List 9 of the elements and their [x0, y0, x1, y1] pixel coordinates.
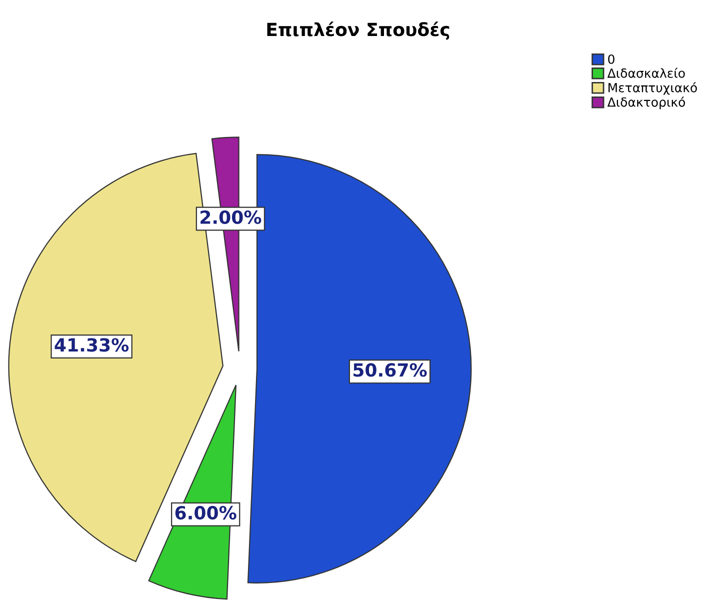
data-label: 41.33%	[54, 338, 129, 352]
legend-label: Μεταπτυχιακό	[608, 82, 697, 95]
chart-title: Επιπλέον Σπουδές	[267, 22, 450, 40]
data-label: 2.00%	[200, 210, 262, 224]
legend-label: Διδασκαλείο	[607, 68, 685, 78]
data-label: 6.00%	[175, 506, 236, 520]
legend-label: Διδακτορικό	[607, 96, 685, 110]
legend-label: 0	[608, 54, 614, 64]
data-label: 50.67%	[354, 363, 427, 377]
